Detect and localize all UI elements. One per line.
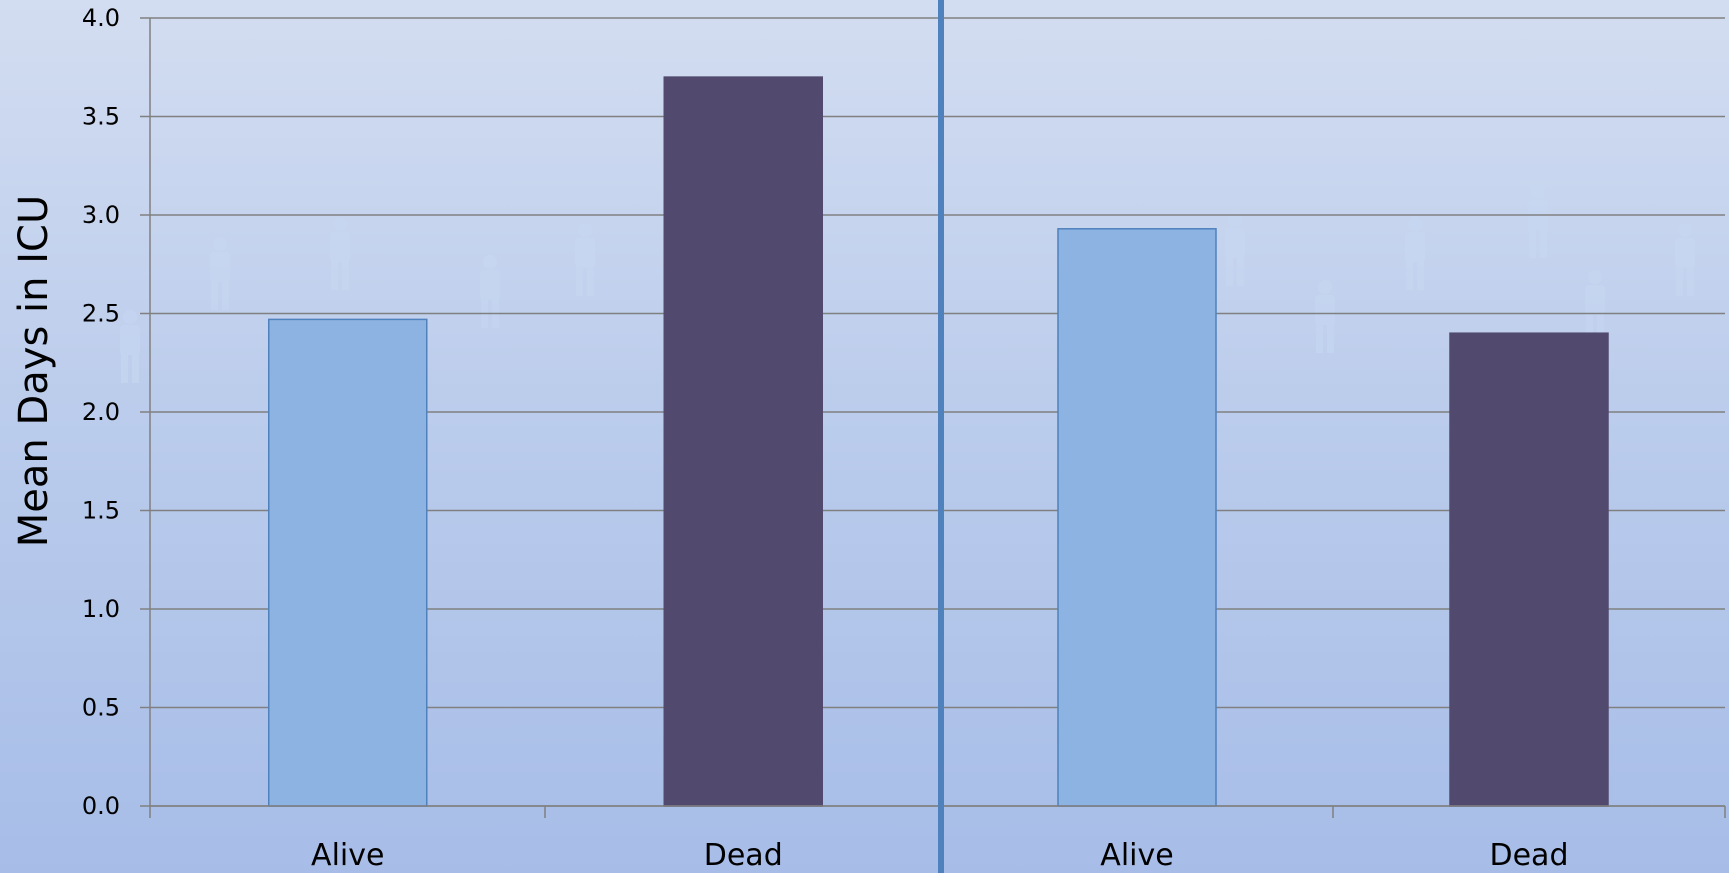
- bar-alive: [268, 318, 428, 807]
- person-figure-icon: [210, 237, 230, 310]
- y-tick-label: 1.0: [82, 595, 120, 623]
- y-tick-label: 2.5: [82, 300, 120, 328]
- bar-dead: [663, 76, 823, 807]
- person-figure-head: [333, 217, 347, 231]
- axes: [140, 0, 1726, 873]
- person-figure-leg: [1316, 323, 1323, 353]
- x-category-label: Dead: [704, 838, 783, 873]
- person-figure-leg: [1327, 323, 1334, 353]
- x-category-label: Alive: [311, 838, 384, 873]
- person-figure-icon: [330, 217, 350, 290]
- y-tick-label: 3.5: [82, 103, 120, 131]
- y-tick-label: 1.5: [82, 497, 120, 525]
- person-figure-body: [1585, 285, 1605, 315]
- person-figure-leg: [342, 260, 349, 290]
- person-figure-leg: [331, 260, 338, 290]
- person-figure-leg: [1687, 266, 1694, 296]
- person-figure-head: [213, 237, 227, 251]
- person-figure-icon: [1675, 223, 1695, 296]
- person-figure-leg: [587, 266, 594, 296]
- y-tick-labels: 0.0 0.5 1.0 1.5 2.0 2.5 3.0 3.5 4.0: [82, 4, 120, 820]
- person-figure-icon: [480, 255, 500, 328]
- person-figure-icon: [1585, 270, 1605, 343]
- person-figure-leg: [1226, 256, 1233, 286]
- person-figure-leg: [121, 353, 128, 383]
- person-figure-body: [1405, 232, 1425, 262]
- person-figure-head: [1678, 223, 1692, 237]
- watermark-figures: [120, 185, 1695, 383]
- y-tick-label: 4.0: [82, 4, 120, 32]
- x-category-label: Dead: [1490, 838, 1569, 873]
- person-figure-head: [1588, 270, 1602, 284]
- person-figure-icon: [1528, 185, 1548, 258]
- person-figure-body: [120, 325, 140, 355]
- person-figure-leg: [1529, 228, 1536, 258]
- bars: [268, 76, 1609, 807]
- person-figure-leg: [211, 280, 218, 310]
- x-category-labels: Alive Dead Alive Dead: [311, 838, 1568, 873]
- person-figure-body: [575, 238, 595, 268]
- bar-dead: [1449, 332, 1609, 807]
- person-figure-leg: [1406, 260, 1413, 290]
- person-figure-icon: [1405, 217, 1425, 290]
- person-figure-head: [578, 223, 592, 237]
- person-figure-leg: [1237, 256, 1244, 286]
- person-figure-leg: [132, 353, 139, 383]
- person-figure-body: [1675, 238, 1695, 268]
- person-figure-head: [1531, 185, 1545, 199]
- person-figure-leg: [576, 266, 583, 296]
- person-figure-icon: [1225, 213, 1245, 286]
- person-figure-icon: [1315, 280, 1335, 353]
- person-figure-icon: [575, 223, 595, 296]
- person-figure-head: [123, 310, 137, 324]
- x-category-label: Alive: [1100, 838, 1173, 873]
- person-figure-icon: [120, 310, 140, 383]
- y-axis-title: Mean Days in ICU: [11, 195, 57, 547]
- person-figure-body: [1315, 295, 1335, 325]
- person-figure-leg: [1597, 313, 1604, 343]
- person-figure-leg: [1540, 228, 1547, 258]
- person-figure-leg: [222, 280, 229, 310]
- person-figure-body: [480, 270, 500, 300]
- y-tick-label: 3.0: [82, 201, 120, 229]
- y-tick-label: 0.0: [82, 792, 120, 820]
- person-figure-leg: [1676, 266, 1683, 296]
- bar-alive: [1057, 228, 1217, 807]
- person-figure-head: [1408, 217, 1422, 231]
- person-figure-body: [330, 232, 350, 262]
- person-figure-body: [1225, 228, 1245, 258]
- person-figure-body: [210, 252, 230, 282]
- person-figure-leg: [1586, 313, 1593, 343]
- y-tick-label: 0.5: [82, 694, 120, 722]
- person-figure-head: [1228, 213, 1242, 227]
- person-figure-head: [483, 255, 497, 269]
- person-figure-leg: [1417, 260, 1424, 290]
- person-figure-head: [1318, 280, 1332, 294]
- y-tick-label: 2.0: [82, 398, 120, 426]
